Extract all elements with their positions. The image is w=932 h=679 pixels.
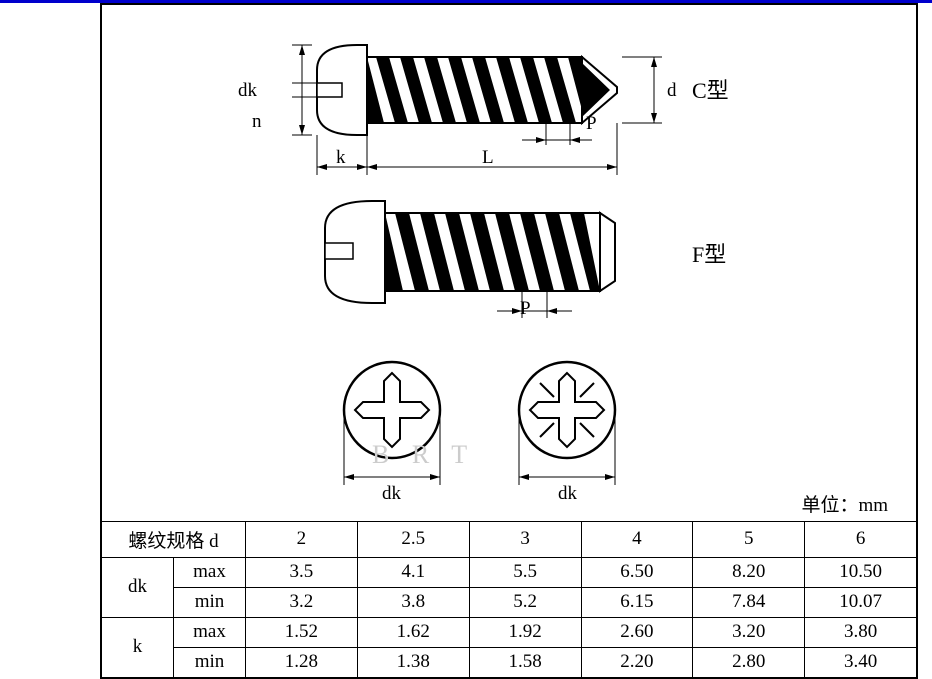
table-row: min 1.28 1.38 1.58 2.20 2.80 3.40 bbox=[102, 647, 917, 677]
cell: 3.20 bbox=[693, 617, 805, 647]
col-5: 6 bbox=[805, 522, 917, 558]
param-dk: dk bbox=[102, 557, 174, 617]
cell: 10.50 bbox=[805, 557, 917, 587]
crosshead-diagrams bbox=[272, 335, 692, 515]
cell: 4.1 bbox=[357, 557, 469, 587]
cell: 3.8 bbox=[357, 587, 469, 617]
col-2: 3 bbox=[469, 522, 581, 558]
watermark-text: B R T bbox=[372, 440, 475, 470]
dim-label-dk-left: dk bbox=[382, 483, 401, 505]
cell: 3.5 bbox=[246, 557, 358, 587]
table-row: min 3.2 3.8 5.2 6.15 7.84 10.07 bbox=[102, 587, 917, 617]
dim-label-L: L bbox=[482, 147, 494, 169]
sub-min: min bbox=[174, 587, 246, 617]
spec-table: 螺纹规格 d 2 2.5 3 4 5 6 dk max 3.5 4.1 5.5 … bbox=[101, 521, 917, 678]
cell: 6.50 bbox=[581, 557, 693, 587]
cell: 2.20 bbox=[581, 647, 693, 677]
col-1: 2.5 bbox=[357, 522, 469, 558]
table-row: dk max 3.5 4.1 5.5 6.50 8.20 10.50 bbox=[102, 557, 917, 587]
cell: 1.28 bbox=[246, 647, 358, 677]
dim-label-dk-right: dk bbox=[558, 483, 577, 505]
dim-label-P2: P bbox=[520, 298, 531, 320]
type-label-f: F型 bbox=[692, 237, 726, 269]
dim-label-dk: dk bbox=[238, 80, 257, 102]
dim-label-P: P bbox=[586, 113, 597, 135]
col-0: 2 bbox=[246, 522, 358, 558]
drawing-frame: B R T C型 F型 dk n k L d P P dk dk 单位：mm 螺… bbox=[100, 3, 918, 679]
cell: 1.52 bbox=[246, 617, 358, 647]
diagram-area: B R T C型 F型 dk n k L d P P dk dk bbox=[102, 5, 916, 520]
cell: 5.5 bbox=[469, 557, 581, 587]
dim-label-k: k bbox=[336, 147, 346, 169]
sub-max: max bbox=[174, 557, 246, 587]
cell: 5.2 bbox=[469, 587, 581, 617]
screw-f-diagram bbox=[207, 183, 767, 333]
col-3: 4 bbox=[581, 522, 693, 558]
table-row: k max 1.52 1.62 1.92 2.60 3.20 3.80 bbox=[102, 617, 917, 647]
cell: 10.07 bbox=[805, 587, 917, 617]
sub-min: min bbox=[174, 647, 246, 677]
cell: 1.38 bbox=[357, 647, 469, 677]
cell: 8.20 bbox=[693, 557, 805, 587]
type-label-c: C型 bbox=[692, 73, 729, 105]
dim-label-n: n bbox=[252, 111, 262, 133]
cell: 7.84 bbox=[693, 587, 805, 617]
dim-label-d: d bbox=[667, 80, 677, 102]
cell: 3.80 bbox=[805, 617, 917, 647]
table-header-row: 螺纹规格 d 2 2.5 3 4 5 6 bbox=[102, 522, 917, 558]
cell: 3.40 bbox=[805, 647, 917, 677]
cell: 2.80 bbox=[693, 647, 805, 677]
spec-table-area: 螺纹规格 d 2 2.5 3 4 5 6 dk max 3.5 4.1 5.5 … bbox=[101, 521, 917, 678]
cell: 1.62 bbox=[357, 617, 469, 647]
param-k: k bbox=[102, 617, 174, 677]
cell: 3.2 bbox=[246, 587, 358, 617]
cell: 2.60 bbox=[581, 617, 693, 647]
cell: 6.15 bbox=[581, 587, 693, 617]
cell: 1.58 bbox=[469, 647, 581, 677]
col-4: 5 bbox=[693, 522, 805, 558]
sub-max: max bbox=[174, 617, 246, 647]
canvas: B R T C型 F型 dk n k L d P P dk dk 单位：mm 螺… bbox=[0, 0, 932, 678]
unit-label: 单位：mm bbox=[801, 490, 888, 517]
cell: 1.92 bbox=[469, 617, 581, 647]
header-param: 螺纹规格 d bbox=[102, 522, 246, 558]
